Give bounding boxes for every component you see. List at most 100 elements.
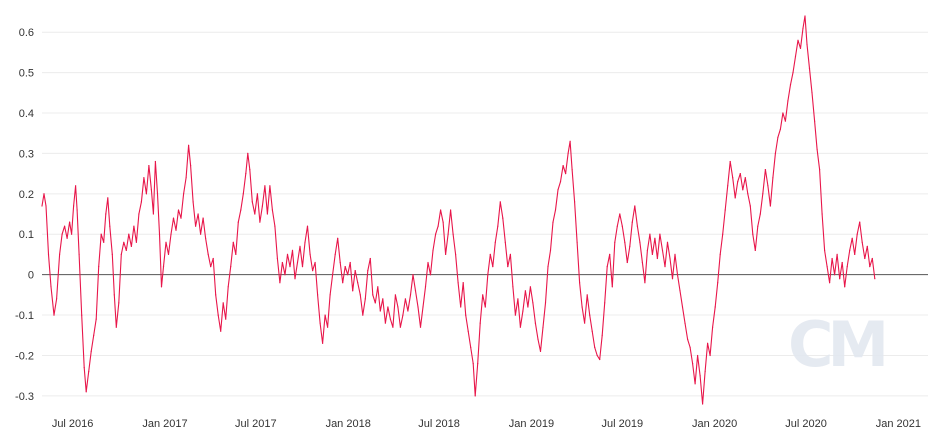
- data-point: [549, 249, 552, 251]
- data-point: [567, 152, 569, 154]
- data-point: [846, 266, 848, 268]
- data-point: [50, 286, 52, 288]
- data-point: [732, 177, 734, 179]
- data-point: [777, 136, 779, 138]
- data-point: [719, 253, 721, 255]
- data-point: [407, 310, 409, 312]
- data-point: [811, 92, 813, 94]
- data-point: [76, 209, 78, 211]
- data-point: [317, 294, 319, 296]
- data-point: [409, 294, 412, 296]
- data-point: [747, 193, 749, 195]
- data-point: [437, 225, 439, 227]
- data-point: [45, 205, 47, 207]
- data-point: [489, 253, 491, 255]
- y-tick-label: -0.1: [15, 310, 34, 322]
- data-point: [579, 282, 581, 284]
- data-point: [422, 306, 424, 308]
- data-point: [264, 185, 266, 187]
- data-point: [232, 241, 234, 243]
- data-point: [517, 298, 519, 300]
- data-point: [247, 152, 249, 154]
- x-tick-label: Jan 2018: [326, 418, 371, 430]
- data-point: [687, 338, 689, 340]
- data-point: [821, 213, 823, 215]
- data-point: [118, 302, 120, 304]
- data-point: [115, 326, 117, 328]
- data-point: [871, 257, 873, 260]
- data-point: [440, 209, 442, 211]
- data-point: [722, 233, 724, 235]
- x-axis-tick-labels: Jul 2016 Jan 2017 Jul 2017 Jan 2018 Jul 2018…: [52, 418, 921, 430]
- data-point: [836, 253, 838, 255]
- data-point: [537, 338, 539, 340]
- data-point: [354, 270, 356, 272]
- data-point: [83, 367, 85, 369]
- y-tick-label: 0.1: [19, 229, 34, 241]
- data-point: [674, 253, 676, 255]
- data-point: [829, 282, 831, 284]
- data-point: [859, 221, 861, 223]
- data-point: [337, 237, 339, 239]
- data-point: [412, 274, 414, 276]
- data-point: [47, 253, 50, 255]
- data-point: [462, 282, 464, 284]
- data-point: [494, 241, 496, 243]
- data-point: [754, 249, 756, 251]
- data-point: [172, 217, 175, 219]
- data-point: [314, 261, 316, 264]
- data-point: [240, 209, 242, 211]
- data-point: [404, 298, 406, 300]
- data-point: [88, 371, 90, 373]
- data-point: [759, 213, 761, 215]
- data-point: [274, 225, 276, 227]
- watermark-logo: CM: [788, 308, 890, 381]
- data-point: [656, 257, 659, 260]
- y-tick-label: -0.2: [15, 350, 34, 362]
- data-point: [322, 342, 324, 344]
- data-point: [347, 274, 349, 276]
- data-point: [195, 225, 197, 227]
- data-point: [784, 120, 787, 122]
- data-point: [571, 169, 573, 171]
- data-point: [41, 205, 43, 207]
- data-point: [697, 354, 699, 357]
- data-point: [497, 225, 499, 227]
- data-point: [856, 233, 858, 235]
- data-point: [854, 253, 856, 255]
- data-point: [774, 152, 777, 154]
- data-point: [874, 278, 876, 280]
- data-point: [242, 193, 244, 195]
- data-point: [576, 241, 578, 243]
- data-point: [284, 274, 286, 276]
- data-point: [841, 261, 843, 264]
- data-point: [641, 261, 644, 264]
- data-point: [601, 334, 603, 336]
- data-point: [334, 253, 336, 255]
- data-point: [757, 225, 759, 227]
- data-point: [472, 363, 474, 365]
- data-point: [81, 314, 83, 316]
- data-point: [864, 257, 866, 260]
- data-point: [357, 282, 359, 284]
- data-point: [98, 266, 100, 268]
- data-point: [589, 314, 591, 316]
- data-point: [414, 290, 417, 292]
- data-point: [269, 185, 271, 187]
- x-tick-label: Jul 2019: [601, 418, 643, 430]
- data-point: [249, 169, 251, 171]
- data-point: [145, 193, 147, 195]
- data-point: [43, 193, 45, 195]
- data-point: [851, 237, 853, 239]
- data-point: [619, 213, 621, 215]
- data-point: [154, 160, 156, 163]
- data-point: [160, 286, 163, 288]
- data-point: [552, 221, 554, 223]
- data-point: [606, 266, 608, 268]
- data-point: [806, 43, 808, 45]
- data-point: [692, 363, 694, 365]
- data-point: [133, 225, 135, 227]
- series-line: [41, 15, 876, 405]
